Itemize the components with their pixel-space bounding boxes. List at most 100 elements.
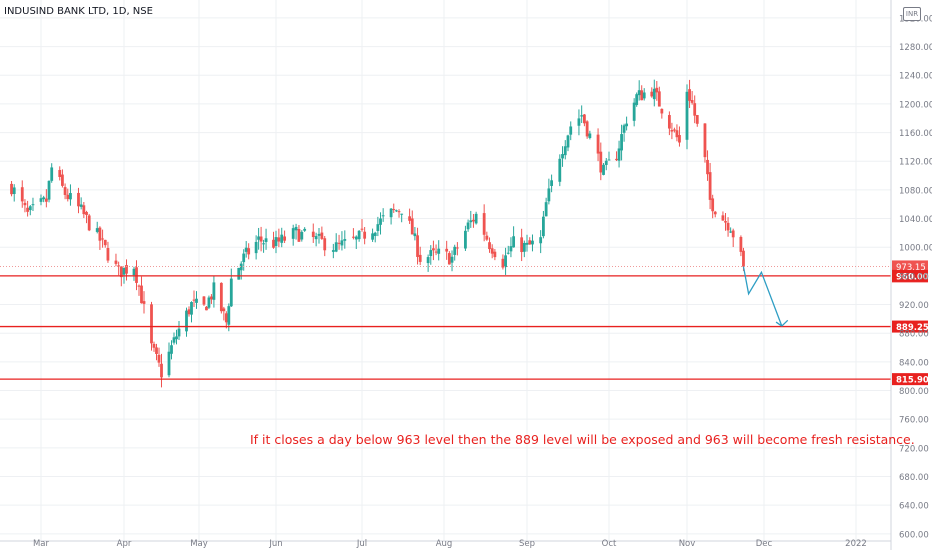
candle-body (137, 285, 141, 287)
candle-body (61, 174, 64, 186)
candle-body (713, 211, 717, 215)
candle-body (352, 236, 355, 238)
candle-body (522, 242, 526, 252)
candle-body (493, 251, 497, 258)
x-tick-label: Apr (117, 539, 132, 549)
candle-body (135, 267, 138, 283)
annotation-text: If it closes a day below 963 level then … (250, 432, 915, 447)
candle-body (580, 115, 584, 117)
candle-body (311, 231, 315, 238)
candle-body (490, 248, 494, 254)
candle-body (447, 253, 451, 265)
candle-body (509, 246, 513, 252)
candle-body (563, 146, 567, 156)
candle-body (437, 248, 441, 254)
current-price-label: 973.15 (896, 263, 926, 273)
candle-body (408, 216, 412, 221)
candle-body (119, 266, 123, 278)
y-tick-label: 680.00 (899, 473, 929, 483)
candle-body (320, 232, 324, 239)
candle-body (547, 188, 551, 202)
candle-body (157, 354, 161, 363)
candle-body (175, 336, 178, 340)
candle-body (371, 233, 374, 240)
candle-body (117, 265, 121, 267)
candle-body (294, 226, 298, 231)
x-tick-label: 2022 (845, 539, 867, 549)
candle-body (224, 313, 228, 323)
candle-body (607, 159, 611, 161)
candle-body (106, 247, 110, 261)
candle-body (58, 169, 62, 177)
y-tick-label: 720.00 (899, 444, 929, 454)
candle-body (187, 309, 191, 315)
y-tick-label: 1160.00 (899, 129, 932, 139)
candle-body (190, 302, 193, 315)
candle-body (550, 180, 553, 186)
candle-body (588, 133, 592, 139)
candle-body (506, 252, 510, 254)
candle-body (685, 91, 689, 140)
candle-body (150, 304, 153, 344)
time-axis[interactable]: Mar Apr May Jun Jul Aug Sep Oct Nov Dec 2022 (33, 539, 867, 549)
candle-body (472, 219, 475, 222)
candle-body (12, 187, 16, 194)
candle-body (283, 236, 286, 241)
candle-body (604, 160, 608, 165)
candle-body (376, 224, 380, 231)
candle-body (542, 216, 545, 237)
candle-body (466, 222, 470, 230)
candle-body (257, 236, 261, 240)
candle-body (642, 92, 646, 99)
candle-body (101, 238, 104, 240)
candle-body (262, 243, 265, 245)
candle-body (360, 228, 364, 230)
y-tick-label: 1200.00 (899, 100, 932, 110)
candle-body (455, 247, 459, 249)
candle-body (678, 135, 681, 143)
y-tick-label: 600.00 (899, 530, 929, 540)
candle-body (274, 237, 278, 247)
candle-body (244, 247, 248, 252)
candle-body (693, 103, 697, 116)
candle-body (432, 248, 435, 251)
y-tick-label: 800.00 (899, 387, 929, 397)
candle-body (337, 242, 341, 244)
candle-body (525, 242, 529, 245)
price-level-label-top: 960.00 (896, 272, 929, 282)
candle-body (28, 206, 32, 211)
x-tick-label: Oct (602, 539, 617, 549)
candle-body (596, 134, 600, 154)
x-tick-label: Jun (268, 539, 282, 549)
candle-body (660, 108, 664, 114)
x-tick-label: Dec (756, 539, 773, 549)
candle-body (488, 242, 491, 250)
candle-body (205, 306, 208, 311)
projection-line (742, 266, 783, 327)
candle-body (125, 265, 128, 274)
y-tick-label: 1000.00 (899, 244, 932, 254)
candle-body (79, 204, 83, 207)
candle-body (354, 236, 358, 240)
candle-body (512, 236, 516, 248)
candle-body (389, 208, 393, 218)
candle-body (577, 118, 581, 126)
candle-body (331, 250, 335, 252)
candle-body (711, 198, 715, 212)
candle-body (379, 218, 382, 225)
candle-body (558, 158, 562, 182)
candle-body (85, 211, 88, 215)
y-tick-label: 640.00 (899, 502, 929, 512)
candle-body (122, 267, 126, 275)
candle-body (323, 238, 327, 251)
candle-body (222, 308, 226, 312)
candle-body (185, 310, 188, 332)
y-tick-label: 1240.00 (899, 72, 932, 82)
candle-body (219, 282, 223, 312)
candle-body (66, 194, 70, 200)
currency-badge[interactable]: INR (903, 7, 921, 21)
candle-body (357, 230, 361, 240)
candle-body (373, 232, 377, 237)
